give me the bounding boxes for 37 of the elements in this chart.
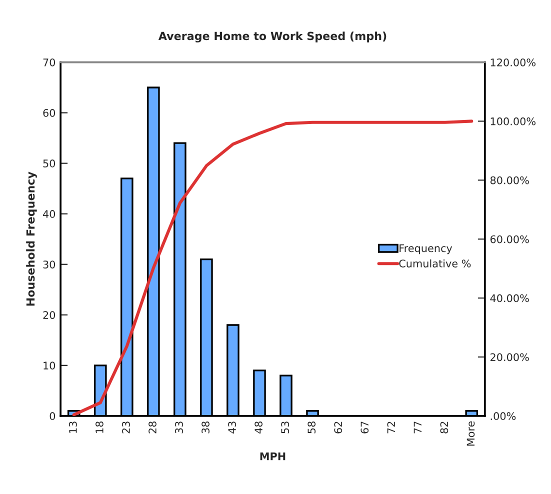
y2-tick-label: 120.00% [490,58,536,66]
y-tick-label: 10 [44,362,56,370]
legend-label: Frequency [400,244,452,254]
x-tick-label: 62 [334,422,342,434]
y-tick-label: 40 [43,210,56,218]
x-tick-label: 28 [148,422,156,434]
y2-tick-label: 100.00% [490,117,536,126]
y2-tick-label: 80.00% [490,176,529,184]
y2-tick-label: 20.00% [490,353,529,362]
y2-tick-label: .00% [490,412,516,420]
y-tick-label: 0 [50,412,56,420]
y-axis-title: Household Frequency [26,172,37,306]
x-tick-label: 48 [254,422,263,434]
x-tick-label: 43 [228,422,236,434]
x-tick-label: 38 [202,422,210,434]
x-tick-label: 58 [308,422,316,434]
x-axis-title: MPH [260,452,286,460]
x-tick-label: 77 [414,422,422,434]
line-series [72,120,474,416]
x-tick-label: 82 [440,422,448,434]
chart-title: Average Home to Work Speed (mph) [158,32,386,42]
y-tick-label: 60 [43,109,56,117]
x-tick-label: More [466,421,475,446]
x-tick-label: 33 [175,422,183,434]
x-tick-label: 18 [96,422,104,433]
x-tick-label: 67 [360,422,369,434]
x-tick-label: 13 [69,422,77,433]
y-tick-label: 30 [43,260,56,268]
y2-tick-label: 60.00% [490,235,529,244]
legend-label: Cumulative % [399,259,471,268]
y-tick-label: 20 [43,311,56,319]
y-tick-label: 50 [43,160,56,168]
y-tick-label: 70 [43,58,56,66]
x-tick-label: 53 [281,422,290,434]
y2-tick-label: 40.00% [490,294,529,302]
x-tick-label: 23 [122,422,130,434]
x-tick-label: 72 [387,422,395,434]
